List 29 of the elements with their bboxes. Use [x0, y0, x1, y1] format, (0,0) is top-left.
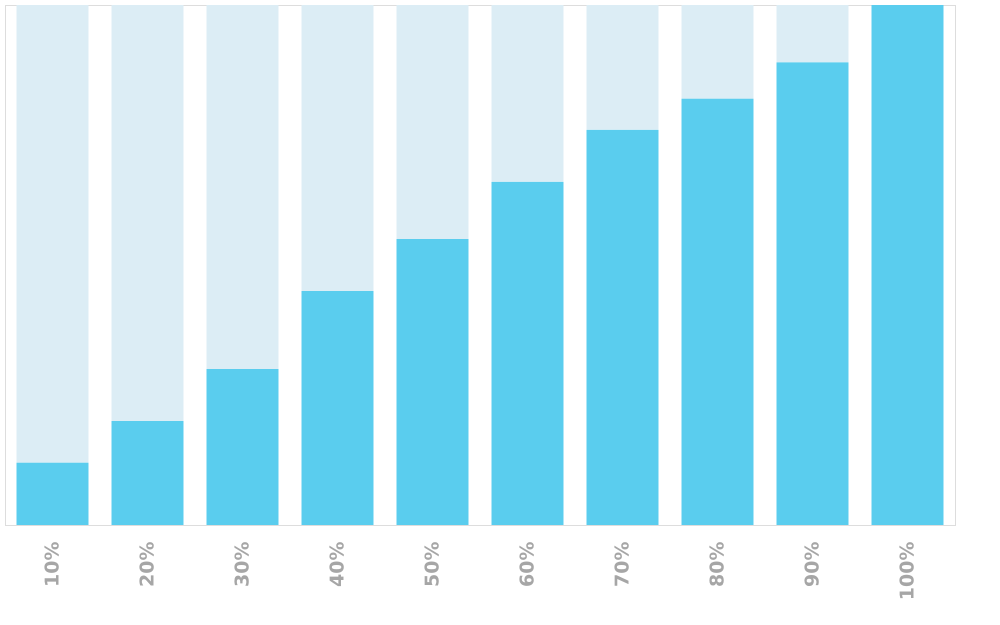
bar [112, 5, 184, 421]
bar [776, 5, 848, 62]
bar [776, 62, 848, 525]
x-tick-label: 20% [136, 542, 158, 587]
bar [302, 291, 374, 525]
bar [586, 5, 658, 130]
x-tick-label: 10% [42, 542, 64, 587]
bar [302, 5, 374, 291]
bar [872, 5, 944, 525]
bar [682, 98, 754, 525]
x-tick-label: 90% [802, 542, 824, 587]
x-tick-label: 30% [232, 542, 254, 587]
bar [206, 369, 278, 525]
bar [206, 5, 278, 369]
x-tick-label: 80% [706, 542, 728, 587]
x-tick-label: 50% [422, 542, 444, 587]
bar [492, 5, 564, 182]
x-tick-label: 70% [612, 542, 634, 587]
bar [396, 5, 468, 239]
bar [112, 421, 184, 525]
x-tick-label: 60% [516, 542, 538, 587]
x-tick-label: 40% [326, 542, 348, 587]
bar [16, 462, 88, 525]
bar [682, 5, 754, 99]
x-tick-label: 100% [896, 542, 918, 600]
bar [586, 130, 658, 525]
bar [16, 5, 88, 463]
bar [492, 182, 564, 525]
bar [396, 239, 468, 525]
